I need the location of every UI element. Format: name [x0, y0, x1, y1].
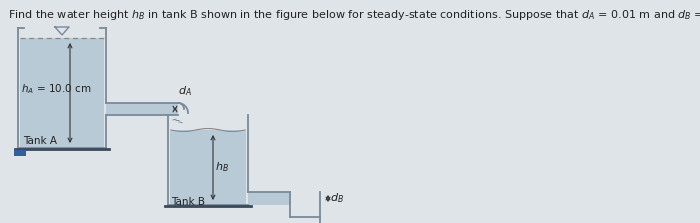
Text: Find the water height $h_B$ in tank B shown in the figure below for steady-state: Find the water height $h_B$ in tank B sh… — [8, 8, 700, 22]
Text: Tank A: Tank A — [23, 136, 57, 146]
Bar — [248, 192, 291, 205]
Bar — [20, 38, 104, 148]
Bar — [170, 130, 246, 205]
Text: $d_B$: $d_B$ — [330, 192, 344, 205]
Bar — [14, 150, 26, 156]
Text: $d_A$: $d_A$ — [178, 84, 192, 98]
Text: $h_B$: $h_B$ — [215, 161, 229, 174]
Bar — [106, 103, 178, 115]
Text: Tank B: Tank B — [171, 197, 205, 207]
Text: $h_A$ = 10.0 cm: $h_A$ = 10.0 cm — [21, 82, 92, 96]
